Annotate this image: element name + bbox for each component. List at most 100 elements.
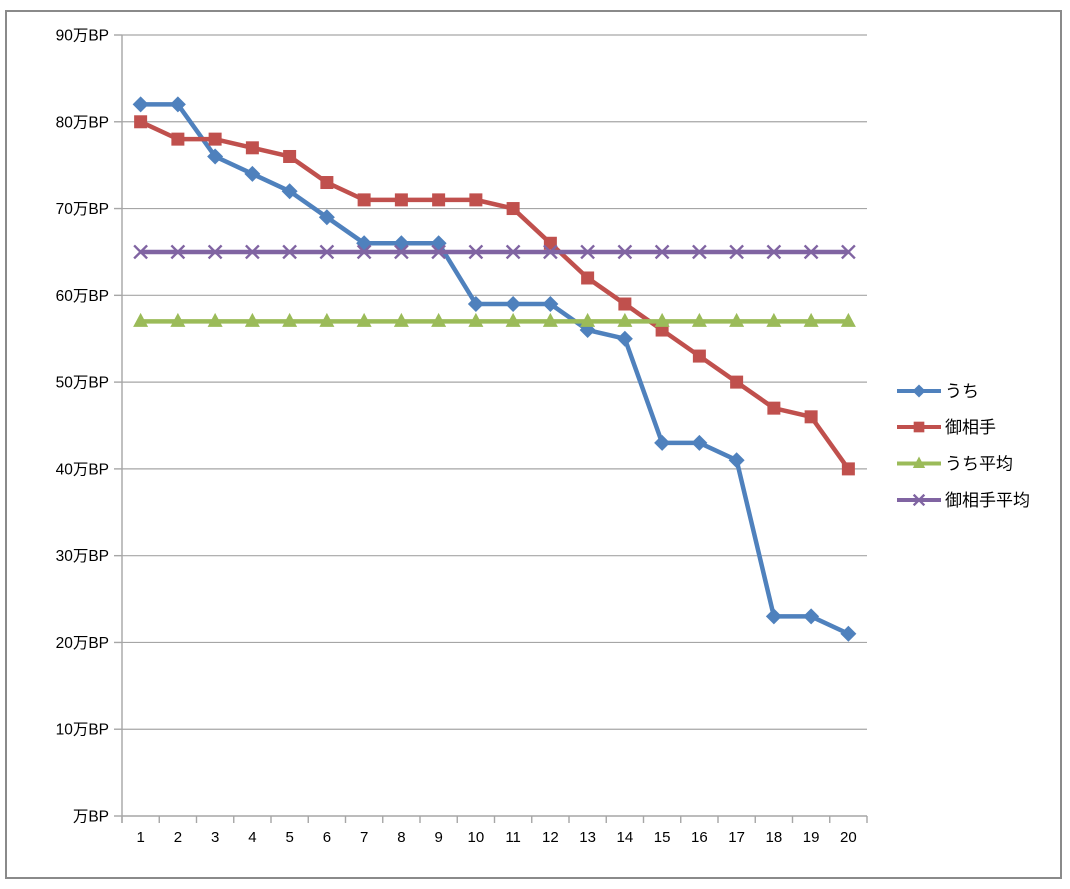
series-marker-uchi-heikin	[393, 312, 409, 327]
series-marker-oaite	[543, 236, 557, 250]
x-axis-tick-label: 7	[360, 829, 368, 846]
legend-marker-oaite	[913, 421, 925, 433]
series-marker-oaite-heikin	[133, 244, 148, 260]
series-marker-uchi	[505, 296, 522, 313]
legend-item-uchi: うち	[897, 382, 979, 401]
series-marker-oaite-heikin	[580, 244, 595, 260]
series-marker-uchi-heikin	[617, 312, 633, 327]
series-marker-uchi-heikin	[244, 312, 260, 327]
x-axis-tick-label: 8	[397, 829, 405, 846]
series-marker-uchi	[616, 330, 633, 347]
x-axis-tick-label: 3	[211, 829, 219, 846]
series-marker-uchi	[393, 235, 410, 252]
legend-marker-uchi-heikin	[912, 456, 926, 469]
y-axis-tick-label: 20万BP	[56, 635, 109, 652]
series-marker-oaite	[692, 349, 706, 363]
y-axis-tick-label: 90万BP	[56, 28, 109, 45]
legend-item-oaite: 御相手	[897, 418, 996, 437]
series-marker-oaite	[469, 193, 483, 207]
y-axis-tick-label: 80万BP	[56, 114, 109, 131]
x-axis-tick-label: 10	[468, 829, 485, 846]
x-axis-tick-label: 4	[248, 829, 256, 846]
series-marker-oaite-heikin	[431, 244, 446, 260]
x-axis-tick-label: 11	[505, 829, 521, 846]
y-axis-tick-label: 50万BP	[56, 375, 109, 392]
series-marker-uchi-heikin	[207, 312, 223, 327]
series-marker-uchi	[281, 183, 298, 200]
series-marker-uchi-heikin	[542, 312, 558, 327]
series-line-uchi	[140, 102, 850, 636]
y-axis-tick-label: 70万BP	[56, 201, 109, 218]
series-marker-uchi-heikin	[133, 312, 149, 327]
series-marker-uchi	[765, 608, 782, 625]
series-marker-uchi	[207, 148, 224, 165]
series-marker-uchi-heikin	[691, 312, 707, 327]
series-marker-uchi-heikin	[580, 312, 596, 327]
series-marker-oaite-heikin	[766, 244, 782, 260]
series-marker-oaite	[506, 202, 520, 216]
series-marker-uchi	[654, 434, 671, 451]
x-axis-tick-label: 9	[434, 829, 442, 846]
x-axis-tick-label: 20	[840, 829, 857, 846]
series-marker-uchi-heikin	[282, 312, 298, 327]
series-marker-oaite-heikin	[282, 244, 297, 260]
x-axis-tick-label: 17	[728, 829, 745, 846]
series-marker-uchi	[318, 209, 335, 226]
y-axis-tick-label: 40万BP	[56, 461, 109, 478]
x-axis-tick-label: 15	[654, 829, 671, 846]
series-marker-oaite-heikin	[394, 244, 409, 260]
chart-frame-border	[5, 10, 1062, 879]
series-marker-uchi	[169, 96, 186, 113]
series-marker-oaite-heikin	[841, 244, 856, 260]
series-marker-oaite	[171, 132, 185, 146]
legend-marker-uchi	[912, 384, 926, 398]
series-marker-uchi-heikin	[431, 312, 447, 327]
series-marker-oaite-heikin	[468, 244, 484, 260]
series-marker-oaite	[394, 193, 408, 207]
series-marker-uchi	[467, 296, 484, 313]
series-marker-oaite-heikin	[803, 244, 819, 260]
legend-label: 御相手平均	[945, 491, 1030, 510]
legend-marker-oaite-heikin	[912, 493, 926, 507]
series-marker-oaite	[804, 410, 818, 424]
series-marker-oaite	[432, 193, 446, 207]
series-marker-uchi	[542, 296, 559, 313]
series-marker-oaite-heikin	[207, 244, 223, 260]
y-axis-tick-label: 60万BP	[56, 288, 109, 305]
series-marker-oaite-heikin	[505, 244, 521, 260]
legend-item-uchi-heikin: うち平均	[897, 455, 1013, 474]
x-axis-tick-label: 14	[617, 829, 634, 846]
series-marker-oaite	[581, 271, 595, 285]
x-axis-tick-label: 5	[285, 829, 293, 846]
series-marker-uchi	[728, 452, 745, 469]
series-marker-oaite	[841, 462, 855, 476]
series-marker-uchi-heikin	[803, 312, 819, 327]
legend-label: うち平均	[945, 455, 1013, 474]
legend-label: うち	[945, 382, 979, 401]
series-marker-oaite-heikin	[245, 244, 260, 260]
series-marker-oaite	[767, 401, 781, 415]
series-marker-oaite-heikin	[356, 244, 372, 260]
series-marker-uchi-heikin	[356, 312, 372, 327]
series-marker-uchi-heikin	[766, 312, 782, 327]
series-marker-uchi	[132, 96, 149, 113]
series-marker-uchi-heikin	[468, 312, 484, 327]
series-marker-oaite-heikin	[170, 244, 186, 260]
x-axis-tick-label: 19	[803, 829, 820, 846]
series-marker-uchi-heikin	[170, 312, 186, 327]
series-marker-uchi	[803, 608, 820, 625]
series-marker-oaite	[357, 193, 371, 207]
legend-label: 御相手	[945, 418, 996, 437]
series-marker-uchi-heikin	[319, 312, 335, 327]
series-marker-oaite	[283, 149, 297, 163]
series-marker-uchi-heikin	[654, 312, 670, 327]
series-marker-oaite	[730, 375, 744, 389]
series-marker-uchi-heikin	[729, 312, 745, 327]
series-marker-oaite-heikin	[543, 244, 558, 260]
series-marker-uchi	[244, 165, 261, 182]
x-axis-tick-label: 6	[323, 829, 331, 846]
x-axis-tick-label: 16	[691, 829, 708, 846]
y-axis-tick-label: 万BP	[73, 809, 109, 826]
